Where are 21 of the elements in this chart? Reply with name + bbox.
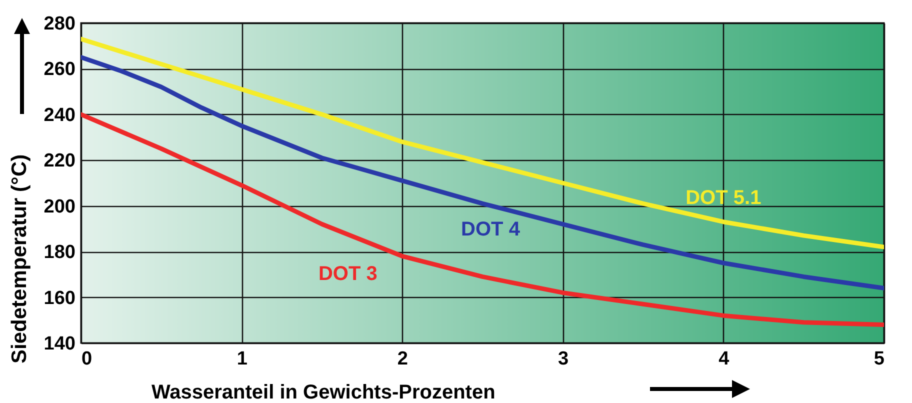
series-label: DOT 3 [318,263,378,286]
x-tick-label: 0 [82,348,92,370]
y-tick-label: 220 [44,150,76,172]
x-tick-label: 2 [397,348,408,370]
x-axis-title: Wasseranteil in Gewichts-Prozenten [152,382,496,403]
series-label: DOT 4 [461,218,521,241]
y-axis-title: Siedetemperatur (°C) [8,154,31,364]
y-tick-label: 180 [44,242,76,264]
x-tick-label: 5 [874,348,885,370]
line-series [81,36,884,250]
x-tick-label: 3 [558,348,569,370]
y-tick-label: 160 [44,288,76,309]
y-tick-label: 200 [44,196,76,218]
y-tick-label: 140 [44,334,76,354]
y-tick-label: 260 [44,59,76,80]
x-tick-label: 4 [718,348,730,370]
y-tick-label: 280 [44,14,76,34]
y-tick-label: 240 [44,104,76,126]
line-series [81,55,884,290]
x-tick-label: 1 [236,348,248,370]
line-series [81,112,884,327]
